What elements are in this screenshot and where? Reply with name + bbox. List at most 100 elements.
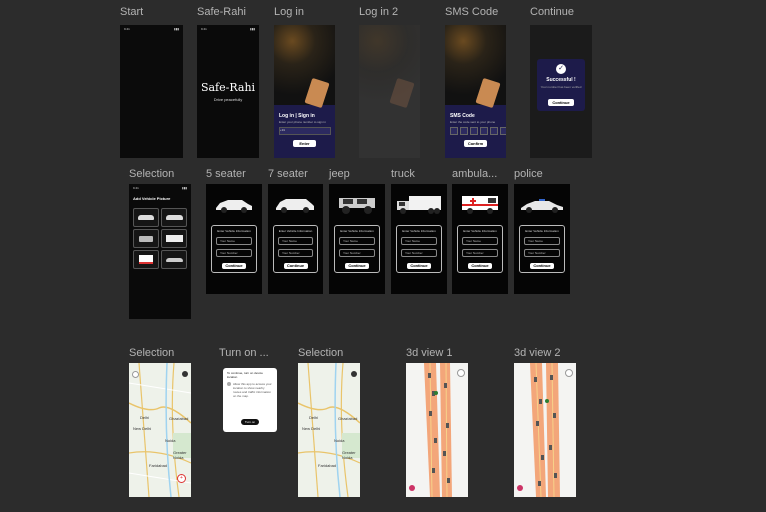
map-canvas [298, 363, 360, 497]
login-2-screen[interactable] [359, 25, 420, 158]
name-input[interactable]: Your Name [524, 237, 560, 245]
frame-label-selection-map-1[interactable]: Selection [129, 347, 175, 359]
map-label-delhi: Delhi [140, 415, 150, 420]
name-input[interactable]: Your Name [216, 237, 252, 245]
map-label-delhi: Delhi [309, 415, 319, 420]
frame-label-continue[interactable]: Continue [530, 6, 575, 18]
frame-label-7-seater[interactable]: 7 seater [268, 168, 308, 180]
number-input[interactable]: Your Number [278, 249, 313, 257]
vehicle-info-7-seater[interactable]: Enter Vehicle Information Your Name Your… [268, 184, 323, 294]
number-input[interactable]: Your Number [462, 249, 498, 257]
continue-button[interactable]: Continue [548, 99, 574, 106]
turn-on-button[interactable]: Turn on [241, 419, 259, 425]
name-input[interactable]: Your Name [278, 237, 313, 245]
frame-label-3d-view-2[interactable]: 3d view 2 [514, 347, 561, 359]
car-image [216, 200, 252, 213]
pin-icon[interactable] [409, 485, 415, 491]
location-pin-icon [227, 382, 231, 386]
vehicle-option-police[interactable] [161, 250, 187, 269]
vehicle-info-card: Enter Vehicle Information Your Name Your… [273, 225, 318, 273]
vehicle-info-card: Enter Vehicle Information Your Name Your… [519, 225, 565, 273]
map-label-greater-noida: Greater Noida [173, 450, 187, 460]
number-input[interactable]: Your Number [401, 249, 437, 257]
frame-label-start[interactable]: Start [120, 6, 144, 18]
vehicle-info-truck[interactable]: Enter Vehicle Information Your Name Your… [391, 184, 447, 294]
suv-image [276, 199, 314, 213]
success-title: Successful ! [546, 77, 576, 83]
map-label-new-delhi: New Delhi [133, 426, 152, 431]
vehicle-info-5-seater[interactable]: Enter Vehicle Information Your Name Your… [206, 184, 262, 294]
phone-input[interactable]: +91 [279, 127, 331, 135]
map-label-new-delhi: New Delhi [302, 426, 321, 431]
profile-icon[interactable] [182, 371, 188, 377]
card-title: Enter Vehicle Information [463, 229, 497, 233]
name-input[interactable]: Your Name [401, 237, 437, 245]
compass-icon[interactable] [565, 369, 573, 377]
continue-button[interactable]: Continue [407, 263, 431, 269]
card-title: Enter Vehicle Information [278, 229, 313, 233]
vehicle-info-police[interactable]: Enter Vehicle Information Your Name Your… [514, 184, 570, 294]
vehicle-info-ambulance[interactable]: Enter Vehicle Information Your Name Your… [452, 184, 508, 294]
login-hint: Enter your phone number to sign in [279, 120, 326, 124]
start-screen[interactable]: 9:41 ▮▮▮ [120, 25, 183, 158]
name-input[interactable]: Your Name [462, 237, 498, 245]
number-input[interactable]: Your Number [339, 249, 375, 257]
profile-icon[interactable] [351, 371, 357, 377]
police-car-image [521, 199, 563, 213]
map-label-ghaziabad: Ghaziabad [338, 416, 358, 421]
enter-button[interactable]: Enter [293, 140, 316, 147]
frame-label-sms-code[interactable]: SMS Code [445, 6, 499, 18]
vehicle-option-jeep[interactable] [133, 229, 159, 248]
map-screen-1[interactable]: Delhi New Delhi Ghaziabad Noida Greater … [129, 363, 191, 497]
sms-code-screen[interactable]: SMS Code Enter the code sent to your pho… [445, 25, 506, 158]
map-screen-2[interactable]: Delhi New Delhi Ghaziabad Noida Greater … [298, 363, 360, 497]
continue-button[interactable]: Continue [530, 263, 554, 269]
frame-label-truck[interactable]: truck [391, 168, 415, 180]
card-title: Enter Vehicle Information [217, 229, 251, 233]
vehicle-info-card: Enter Vehicle Information Your Name Your… [334, 225, 380, 273]
dialog-body: Allow this app to access your location t… [233, 382, 272, 398]
frame-label-login[interactable]: Log in [274, 6, 304, 18]
frame-label-selection-map-2[interactable]: Selection [298, 347, 344, 359]
login-screen[interactable]: Log in | Sign in Enter your phone number… [274, 25, 335, 158]
frame-label-login-2[interactable]: Log in 2 [359, 6, 399, 18]
map-label-noida: Noida [334, 438, 345, 443]
vehicle-info-jeep[interactable]: Enter Vehicle Information Your Name Your… [329, 184, 385, 294]
number-input[interactable]: Your Number [216, 249, 252, 257]
frame-label-jeep[interactable]: jeep [329, 168, 350, 180]
name-input[interactable]: Your Name [339, 237, 375, 245]
continue-button[interactable]: Continue [468, 263, 492, 269]
vehicle-info-card: Enter Vehicle Information Your Name Your… [396, 225, 442, 273]
continue-button[interactable]: Continue [283, 263, 308, 269]
continue-screen[interactable]: ✓ Successful ! Your number has been veri… [530, 25, 592, 158]
pin-icon[interactable] [517, 485, 523, 491]
3d-view-1-screen[interactable] [406, 363, 468, 497]
card-title: Enter Vehicle Information [402, 229, 436, 233]
card-title: Enter Vehicle Information [525, 229, 559, 233]
compass-icon[interactable] [457, 369, 465, 377]
frame-label-turn-on[interactable]: Turn on ... [219, 347, 269, 359]
confirm-button[interactable]: Confirm [464, 140, 487, 147]
3d-view-2-screen[interactable] [514, 363, 576, 497]
vehicle-option-truck[interactable] [161, 229, 187, 248]
number-input[interactable]: Your Number [524, 249, 560, 257]
vehicle-option-ambulance[interactable] [133, 250, 159, 269]
continue-button[interactable]: Continue [222, 263, 246, 269]
card-title: Enter Vehicle Information [340, 229, 374, 233]
frame-label-police[interactable]: police [514, 168, 543, 180]
vehicle-option-5-seater[interactable] [133, 208, 159, 227]
frame-label-safe-rahi[interactable]: Safe-Rahi [197, 6, 246, 18]
vehicle-info-card: Enter Vehicle Information Your Name Your… [457, 225, 503, 273]
frame-label-ambulance[interactable]: ambula... [452, 168, 498, 180]
sos-icon[interactable]: + [177, 474, 186, 483]
location-icon[interactable] [132, 371, 139, 378]
vehicle-selection-screen[interactable]: 9:41 ▮▮▮ Add Vehicle Picture [129, 184, 191, 319]
login-heading: Log in | Sign in [279, 113, 315, 119]
code-inputs[interactable] [450, 127, 506, 135]
frame-label-selection[interactable]: Selection [129, 168, 175, 180]
splash-screen[interactable]: 9:41 ▮▮▮ Safe-Rahi Drive peacefully [197, 25, 259, 158]
continue-button[interactable]: Continue [345, 263, 369, 269]
frame-label-3d-view-1[interactable]: 3d view 1 [406, 347, 453, 359]
vehicle-option-7-seater[interactable] [161, 208, 187, 227]
frame-label-5-seater[interactable]: 5 seater [206, 168, 246, 180]
